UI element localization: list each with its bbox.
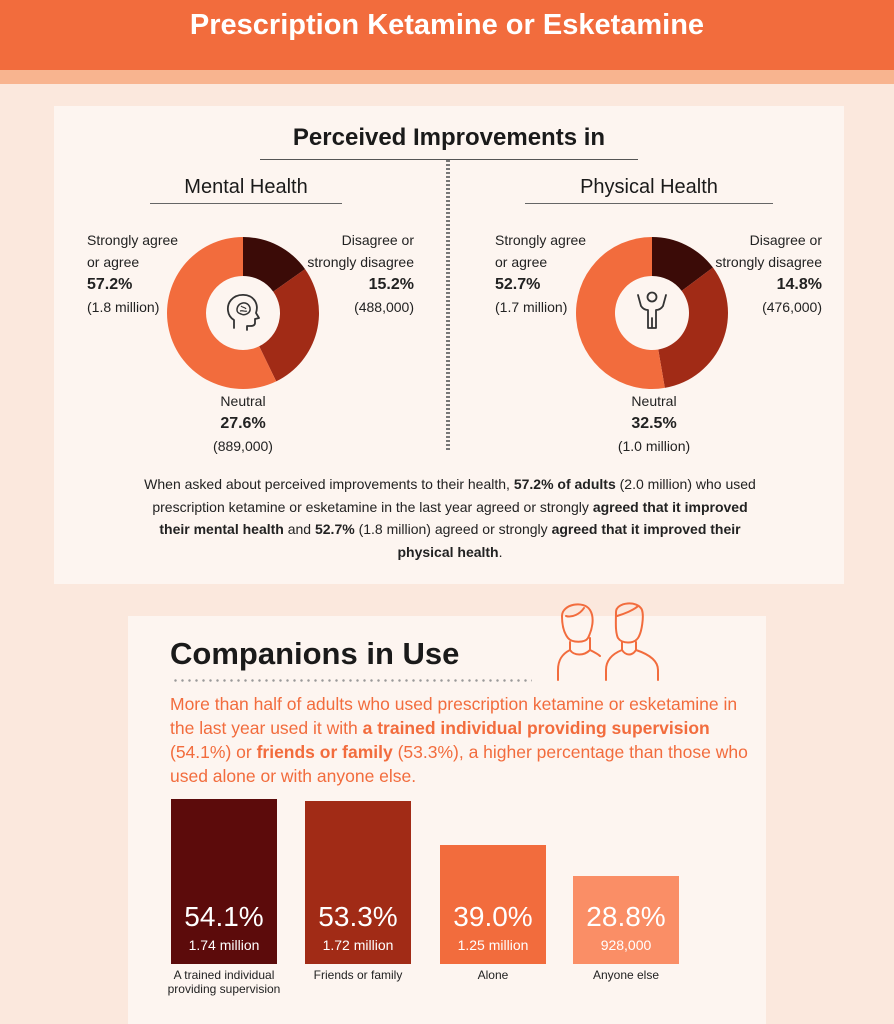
head-brain-icon [213,283,273,343]
companions-dotted-rule [172,679,532,682]
bar-4: 28.8% 928,000 [573,876,679,964]
perceived-summary: When asked about perceived improvements … [144,476,756,560]
mental-health-title: Mental Health [184,176,308,198]
bar-category-label: Friends or family [313,968,403,982]
bar-3: 39.0% 1.25 million [440,845,546,964]
bar-count-label: 1.25 million [457,936,529,953]
mental-health-donut [166,237,319,389]
mental-health-rule [150,203,342,204]
bar-value-label: 28.8% [586,900,666,932]
perceived-title-rule [260,159,638,160]
person-cheering-icon [622,283,682,343]
section-divider [446,160,450,452]
donut-slice-agree [166,237,277,389]
bar-value-label: 54.1% [184,901,264,932]
donut-slice-neutral [259,269,319,382]
mental-neutral-label: Neutral 27.6% (889,000) [213,393,273,454]
bar-count-label: 1.72 million [322,936,394,953]
physical-health-donut [576,237,728,389]
bar-category-label: Alone [477,968,509,982]
physical-disagree-label: Disagree or strongly disagree 14.8% (476… [715,232,822,315]
donut-slice-disagree [652,237,713,291]
header-banner [0,0,894,70]
companions-title: Companions in Use [170,636,460,671]
bar-value-label: 39.0% [453,900,533,932]
physical-health-title: Physical Health [580,176,718,198]
physical-agree-label: Strongly agree or agree 52.7% (1.7 milli… [495,232,587,315]
bar-count-label: 928,000 [600,936,652,953]
bar-2: 53.3% 1.72 million [305,801,411,964]
donut-slice-neutral [658,267,728,388]
bar-category-label: Anyone else [592,968,660,982]
physical-health-rule [525,203,773,204]
mental-agree-label: Strongly agree or agree 57.2% (1.8 milli… [87,232,179,315]
donut-slice-disagree [243,237,306,292]
bar-category-label: A trained individual providing supervisi… [167,968,281,996]
companions-description: More than half of adults who used prescr… [170,694,748,786]
header-stripe [0,70,894,84]
donut-slice-agree [576,237,665,389]
physical-neutral-label: Neutral 32.5% (1.0 million) [617,393,691,454]
bar-value-label: 53.3% [318,900,398,932]
two-people-icon [557,602,659,681]
perceived-title: Perceived Improvements in [292,124,606,151]
bar-count-label: 1.74 million [188,937,260,953]
bar-1: 54.1% 1.74 million [171,799,277,964]
page-title: Prescription Ketamine or Esketamine [189,9,705,41]
mental-disagree-label: Disagree or strongly disagree 15.2% (488… [307,232,414,315]
